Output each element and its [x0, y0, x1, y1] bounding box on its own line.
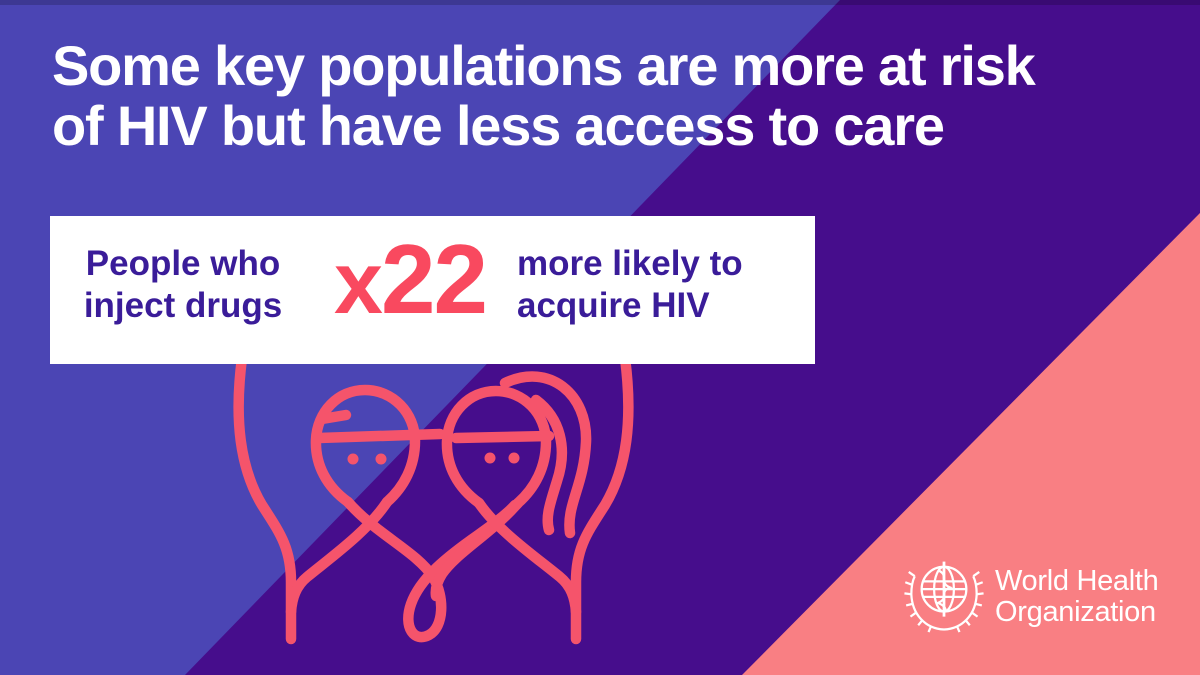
right-person-arm — [570, 352, 634, 645]
headline-line-1: Some key populations are more at risk — [52, 34, 1036, 97]
stat-outcome-line-1: more likely to — [517, 244, 743, 283]
ponytail-inner — [530, 394, 568, 536]
left-cap-back — [316, 409, 352, 425]
who-logo: World Health Organization — [901, 553, 1159, 639]
left-person-eye — [375, 453, 387, 465]
stat-population-label: People who inject drugs — [58, 243, 308, 327]
stat-population-line-1: People who — [85, 244, 281, 283]
headline-line-2: of HIV but have less access to care — [52, 94, 945, 157]
left-person-torso-line — [285, 496, 393, 618]
stat-multiplier-prefix: x — [334, 233, 383, 332]
left-person-head — [310, 384, 421, 508]
right-person-eye — [508, 452, 520, 464]
headline: Some key populations are more at risk of… — [52, 34, 1036, 157]
who-org-line-1: World Health — [995, 565, 1159, 597]
left-person-arm — [233, 352, 297, 645]
right-person-head — [441, 385, 552, 509]
right-person-eye — [484, 452, 496, 464]
top-edge-shade — [0, 0, 1200, 5]
stat-outcome-line-2: acquire HIV — [517, 286, 710, 325]
who-logo-text: World Health Organization — [995, 566, 1159, 628]
right-inner-line — [430, 497, 524, 602]
who-emblem-icon — [904, 561, 984, 633]
left-person-eye — [347, 453, 359, 465]
left-cap-brim — [313, 428, 446, 444]
stat-outcome-label: more likely to acquire HIV — [517, 243, 743, 327]
right-person-torso-line — [473, 497, 582, 618]
stat-multiplier-value: 22 — [380, 224, 488, 334]
who-org-line-2: Organization — [995, 596, 1156, 628]
stat-multiplier: x 22 — [334, 230, 554, 328]
stat-population-line-2: inject drugs — [83, 286, 283, 325]
ponytail-outer — [499, 371, 592, 539]
stat-card: People who inject drugs x 22 more likely … — [50, 216, 815, 364]
right-headband — [450, 430, 555, 444]
corner-triangle — [742, 213, 1200, 675]
